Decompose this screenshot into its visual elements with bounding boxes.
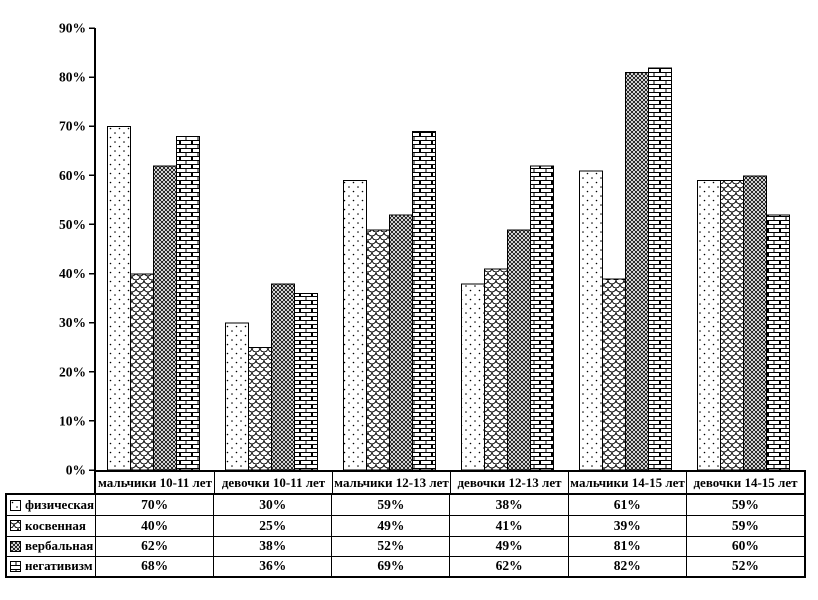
category-label-2: мальчики 12-13 лет: [332, 472, 450, 493]
legend-item-bricks: негативизм: [7, 555, 95, 576]
value-cell-scales-c0: 40%: [95, 515, 214, 536]
bar-crosshatch-c1: [271, 283, 295, 471]
category-label-5: девочки 14-15 лет: [686, 472, 804, 493]
y-tick-label: 20%: [59, 364, 86, 379]
value-cell-scales-c5: 59%: [685, 515, 804, 536]
y-tick-label: 70%: [59, 119, 86, 134]
y-tick-label: 50%: [59, 217, 86, 232]
value-cell-scales-c4: 39%: [567, 515, 686, 536]
bar-crosshatch-c0: [153, 165, 177, 471]
bar-scales-c4: [602, 278, 626, 471]
bar-dots-c1: [225, 322, 249, 471]
legend-label: физическая: [25, 497, 95, 513]
bar-dots-c0: [107, 126, 131, 471]
bar-bricks-c4: [648, 67, 672, 471]
value-cell-bricks-c4: 82%: [567, 555, 686, 576]
legend-swatch-crosshatch-icon: [10, 540, 21, 552]
value-cell-dots-c1: 30%: [213, 495, 331, 516]
value-cell-crosshatch-c1: 38%: [213, 535, 332, 556]
legend-label: негативизм: [25, 558, 93, 574]
value-cell-bricks-c0: 68%: [95, 555, 214, 576]
legend-swatch-dots-icon: [10, 499, 21, 511]
bar-crosshatch-c2: [389, 214, 413, 471]
bar-dots-c5: [697, 180, 721, 471]
y-tick-label: 40%: [59, 266, 86, 281]
bars-group: [107, 67, 790, 471]
value-cell-bricks-c1: 36%: [213, 555, 332, 576]
category-label-0: мальчики 10-11 лет: [98, 474, 212, 490]
value-cell-crosshatch-c5: 60%: [685, 535, 804, 556]
bar-bricks-c0: [176, 136, 200, 471]
value-cell-crosshatch-c0: 62%: [95, 535, 214, 556]
value-cell-crosshatch-c2: 52%: [331, 535, 450, 556]
value-cell-bricks-c3: 62%: [449, 555, 568, 576]
bar-plot: 0% 10% 20% 30% 40% 50% 60% 70% 80% 90%: [59, 21, 790, 478]
data-table: физическая 70% 30% 59% 38% 61% 59% косвенная 40%…: [5, 493, 806, 578]
bar-crosshatch-c5: [743, 175, 767, 471]
value-cell-scales-c2: 49%: [331, 515, 450, 536]
y-axis: 0% 10% 20% 30% 40% 50% 60% 70% 80% 90%: [59, 21, 96, 478]
value-cell-crosshatch-c3: 49%: [449, 535, 568, 556]
legend-item-crosshatch: вербальная: [7, 535, 95, 556]
y-tick-label: 10%: [59, 413, 86, 428]
legend-item-scales: косвенная: [7, 515, 95, 535]
legend-swatch-scales-icon: [10, 520, 21, 532]
y-tick-label: 30%: [59, 315, 86, 330]
bar-dots-c3: [461, 283, 485, 471]
value-cell-scales-c1: 25%: [213, 515, 332, 536]
value-cell-dots-c2: 59%: [331, 495, 449, 516]
value-cell-dots-c0: 70%: [95, 495, 213, 516]
bar-dots-c4: [579, 170, 603, 471]
category-label-1: девочки 10-11 лет: [214, 472, 332, 493]
value-cell-dots-c5: 59%: [685, 495, 804, 516]
category-label-4: мальчики 14-15 лет: [568, 472, 686, 493]
bar-scales-c1: [248, 347, 272, 471]
bar-scales-c0: [130, 273, 154, 471]
bar-crosshatch-c3: [507, 229, 531, 471]
value-cell-dots-c4: 61%: [567, 495, 686, 516]
category-header-row: мальчики 10-11 лет девочки 10-11 лет мальч…: [94, 470, 806, 495]
bar-bricks-c5: [766, 214, 790, 471]
bar-dots-c2: [343, 180, 367, 471]
y-tick-label: 0%: [66, 463, 86, 478]
bar-scales-c5: [720, 180, 744, 471]
category-label-3: девочки 12-13 лет: [450, 472, 568, 493]
bar-bricks-c1: [294, 293, 318, 471]
bar-bricks-c3: [530, 165, 554, 471]
value-cell-crosshatch-c4: 81%: [567, 535, 686, 556]
legend-item-dots: физическая: [7, 495, 95, 515]
bar-bricks-c2: [412, 131, 436, 471]
y-tick-label: 90%: [59, 21, 86, 36]
legend-label: вербальная: [25, 538, 94, 554]
value-cell-scales-c3: 41%: [449, 515, 568, 536]
bar-scales-c2: [366, 229, 390, 471]
bar-crosshatch-c4: [625, 72, 649, 471]
bar-scales-c3: [484, 268, 508, 471]
legend-swatch-bricks-icon: [10, 560, 21, 572]
y-tick-label: 60%: [59, 168, 86, 183]
legend-label: косвенная: [25, 517, 86, 533]
value-cell-bricks-c2: 69%: [331, 555, 450, 576]
y-tick-label: 80%: [59, 70, 86, 85]
value-cell-dots-c3: 38%: [449, 495, 567, 516]
value-cell-bricks-c5: 52%: [685, 555, 804, 576]
